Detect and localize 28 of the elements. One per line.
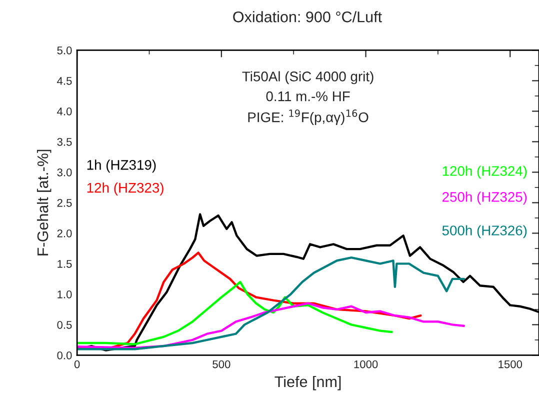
y-tick-label: 3.0 — [57, 168, 72, 176]
y-tick-label: 4.0 — [57, 107, 72, 116]
y-tick-label: 3.5 — [57, 138, 72, 146]
y-tick-label: 2.5 — [57, 198, 72, 207]
y-tick-label: 1.5 — [58, 260, 72, 268]
x-tick-label: 1500 — [498, 360, 522, 368]
text: 12h (HZ323) — [87, 182, 164, 196]
line-series — [77, 302, 466, 349]
y-tick-label: 5.0 — [57, 46, 72, 54]
y-tick-label: 0.5 — [57, 320, 72, 329]
x-axis-title: Tiefe [nm] — [274, 376, 341, 390]
y-tick-label: 4.5 — [57, 77, 72, 85]
chart-title: Oxidation: 900 °C/Luft — [233, 11, 382, 22]
y-axis-title: F-Gehalt [at.-%] — [36, 150, 52, 256]
y-tick-label: 2.0 — [57, 229, 72, 238]
x-tick-label: 500 — [212, 360, 230, 368]
x-tick-label: 1000 — [354, 360, 378, 368]
y-tick-label: 0.0 — [57, 351, 72, 360]
annotation: PIGE: $^{19}$F(p,αγ)$^{16}$O — [248, 110, 368, 125]
line-series — [77, 280, 393, 346]
y-tick-label: 1.0 — [58, 290, 72, 298]
annotation: 0.11 m.-% HF — [266, 91, 350, 102]
text: 120h (HZ324) — [442, 166, 527, 179]
text: 250h (HZ325) — [442, 192, 527, 205]
text: 1h (HZ319) — [87, 160, 156, 173]
text: 500h (HZ326) — [442, 225, 527, 238]
x-tick-label: 0 — [74, 360, 80, 368]
annotation: Ti50Al (SiC 4000 grit) — [242, 71, 374, 84]
